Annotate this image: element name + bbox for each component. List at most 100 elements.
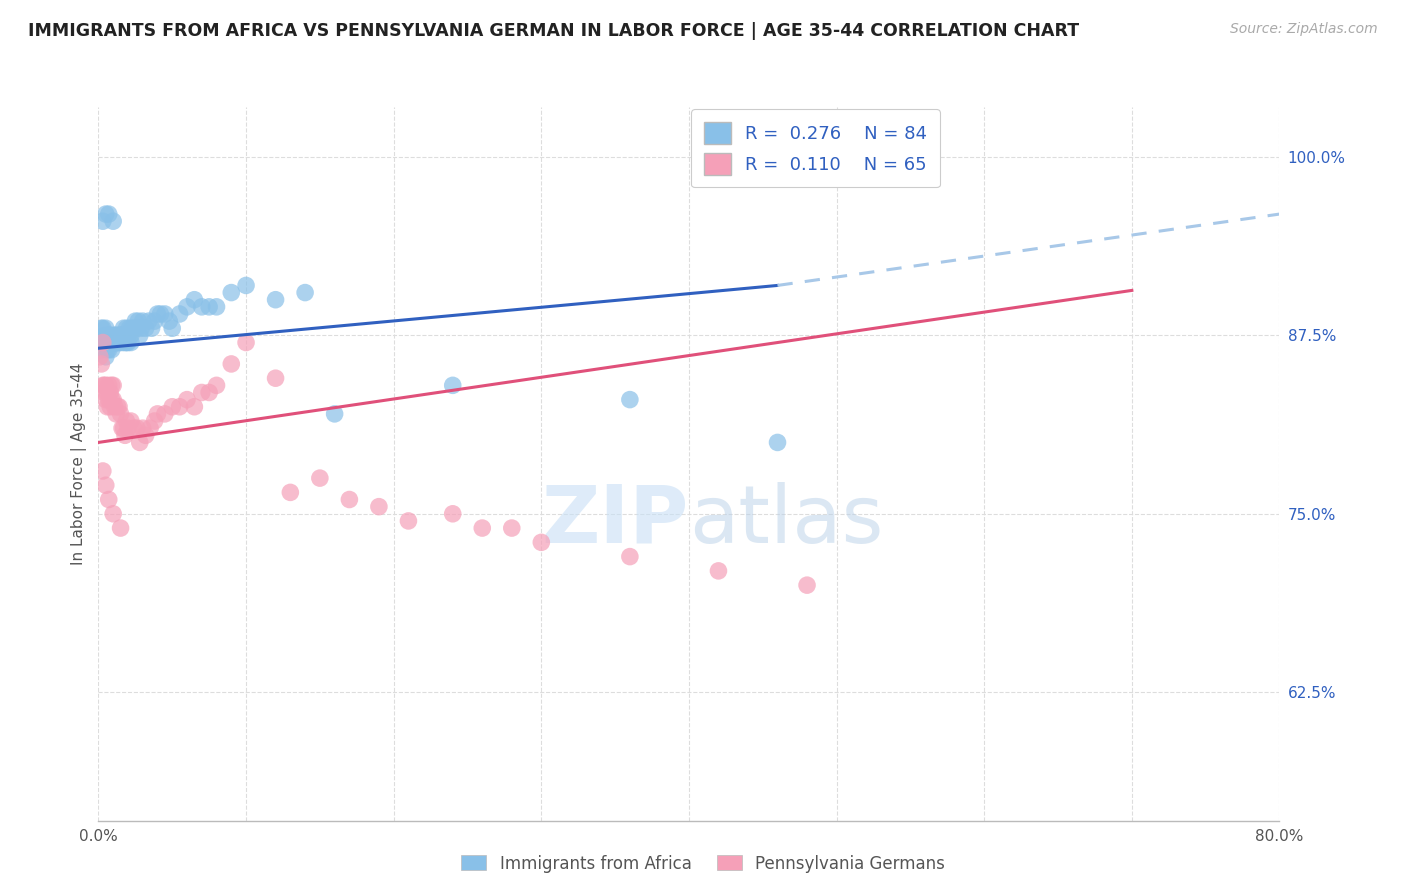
Point bbox=[796, 578, 818, 592]
Point bbox=[129, 321, 152, 335]
Point bbox=[103, 328, 125, 343]
Point bbox=[162, 321, 183, 335]
Point bbox=[278, 485, 302, 500]
Point bbox=[114, 335, 136, 350]
Text: ZIP: ZIP bbox=[541, 482, 689, 560]
Point bbox=[135, 321, 157, 335]
Point bbox=[162, 400, 183, 414]
Point bbox=[143, 414, 166, 428]
Point bbox=[183, 293, 205, 307]
Point bbox=[110, 407, 132, 421]
Point bbox=[108, 328, 131, 343]
Point bbox=[91, 335, 114, 350]
Point bbox=[91, 335, 114, 350]
Point bbox=[104, 400, 127, 414]
Point bbox=[90, 321, 112, 335]
Point bbox=[98, 400, 121, 414]
Point bbox=[121, 321, 143, 335]
Point bbox=[128, 328, 150, 343]
Point bbox=[90, 343, 112, 357]
Point bbox=[114, 328, 136, 343]
Point bbox=[94, 321, 117, 335]
Point bbox=[108, 335, 131, 350]
Point bbox=[191, 300, 214, 314]
Point bbox=[264, 371, 287, 385]
Point bbox=[135, 428, 157, 442]
Point bbox=[97, 343, 120, 357]
Point bbox=[141, 321, 163, 335]
Point bbox=[111, 335, 134, 350]
Point bbox=[110, 328, 132, 343]
Point bbox=[125, 321, 148, 335]
Point bbox=[94, 350, 117, 364]
Point bbox=[117, 421, 139, 435]
Point bbox=[120, 335, 142, 350]
Point bbox=[115, 321, 138, 335]
Point bbox=[205, 300, 228, 314]
Point bbox=[368, 500, 391, 514]
Point bbox=[103, 507, 125, 521]
Point bbox=[176, 392, 198, 407]
Point bbox=[114, 428, 136, 442]
Point bbox=[98, 328, 121, 343]
Point bbox=[107, 335, 129, 350]
Point bbox=[98, 385, 121, 400]
Point bbox=[441, 378, 464, 392]
Point bbox=[153, 407, 176, 421]
Point bbox=[118, 321, 141, 335]
Point bbox=[122, 421, 145, 435]
Point bbox=[122, 321, 145, 335]
Point bbox=[91, 335, 114, 350]
Y-axis label: In Labor Force | Age 35-44: In Labor Force | Age 35-44 bbox=[72, 363, 87, 565]
Point bbox=[235, 335, 257, 350]
Point bbox=[91, 321, 114, 335]
Point bbox=[93, 378, 115, 392]
Point bbox=[132, 421, 155, 435]
Legend: Immigrants from Africa, Pennsylvania Germans: Immigrants from Africa, Pennsylvania Ger… bbox=[454, 848, 952, 880]
Point bbox=[97, 207, 120, 221]
Point bbox=[138, 314, 160, 328]
Point bbox=[120, 414, 142, 428]
Point bbox=[100, 392, 122, 407]
Point bbox=[103, 392, 125, 407]
Point bbox=[98, 335, 121, 350]
Point bbox=[198, 300, 221, 314]
Point bbox=[198, 385, 221, 400]
Point bbox=[124, 314, 146, 328]
Point bbox=[91, 214, 114, 228]
Point bbox=[766, 435, 789, 450]
Point bbox=[93, 328, 115, 343]
Point bbox=[97, 328, 120, 343]
Legend: R =  0.276    N = 84, R =  0.110    N = 65: R = 0.276 N = 84, R = 0.110 N = 65 bbox=[690, 109, 939, 187]
Point bbox=[530, 535, 553, 549]
Point bbox=[110, 328, 132, 343]
Point bbox=[91, 464, 114, 478]
Point bbox=[93, 335, 115, 350]
Point bbox=[111, 328, 134, 343]
Point bbox=[153, 307, 176, 321]
Point bbox=[112, 421, 135, 435]
Point bbox=[103, 335, 125, 350]
Point bbox=[115, 335, 138, 350]
Point bbox=[97, 492, 120, 507]
Point bbox=[149, 307, 172, 321]
Point bbox=[94, 378, 117, 392]
Point bbox=[117, 328, 139, 343]
Point bbox=[264, 293, 287, 307]
Point bbox=[96, 343, 118, 357]
Point bbox=[105, 335, 128, 350]
Point bbox=[146, 407, 169, 421]
Point bbox=[94, 335, 117, 350]
Point bbox=[94, 207, 117, 221]
Point bbox=[97, 392, 120, 407]
Point bbox=[169, 400, 191, 414]
Point bbox=[94, 392, 117, 407]
Text: IMMIGRANTS FROM AFRICA VS PENNSYLVANIA GERMAN IN LABOR FORCE | AGE 35-44 CORRELA: IMMIGRANTS FROM AFRICA VS PENNSYLVANIA G… bbox=[28, 22, 1080, 40]
Point bbox=[104, 328, 127, 343]
Point bbox=[105, 407, 128, 421]
Point bbox=[104, 335, 127, 350]
Point bbox=[89, 350, 111, 364]
Point bbox=[107, 400, 129, 414]
Text: atlas: atlas bbox=[689, 482, 883, 560]
Point bbox=[96, 400, 118, 414]
